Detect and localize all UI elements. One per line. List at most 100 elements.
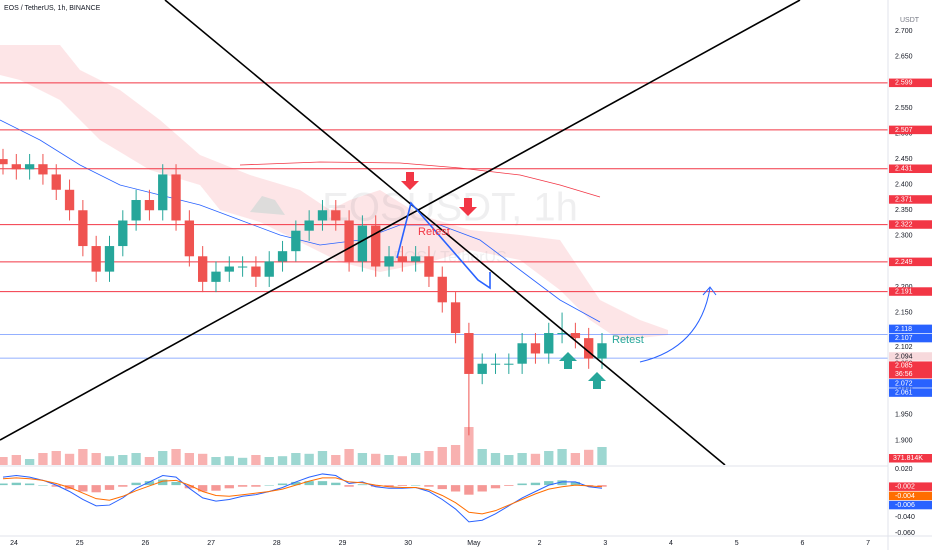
y-tick-label: 2.700 bbox=[895, 28, 913, 35]
trend-line bbox=[164, 0, 726, 465]
x-tick-label: 6 bbox=[800, 540, 804, 547]
candle-body bbox=[450, 302, 461, 334]
price-label-box bbox=[889, 78, 932, 88]
macd-histogram-bar bbox=[304, 481, 314, 486]
candle-body bbox=[477, 363, 487, 374]
price-label-box bbox=[889, 379, 932, 388]
ichimoku-cloud bbox=[0, 45, 668, 340]
macd-histogram-bar bbox=[544, 481, 554, 486]
x-tick-label: 28 bbox=[273, 540, 281, 547]
macd-histogram-bar bbox=[344, 485, 354, 487]
price-label: 2.085 bbox=[895, 363, 913, 370]
candle-body bbox=[184, 220, 195, 257]
macd-histogram-bar bbox=[211, 485, 221, 491]
candle-body bbox=[357, 225, 368, 262]
price-label: 2.431 bbox=[895, 166, 913, 173]
macd-histogram-bar bbox=[224, 485, 234, 489]
candle-body bbox=[0, 159, 8, 165]
price-label-box bbox=[889, 164, 932, 174]
volume-bar bbox=[371, 453, 381, 465]
y-tick-label: 1.950 bbox=[895, 412, 913, 419]
candle-body bbox=[51, 174, 61, 190]
watermark-sub: EOS / TetherUS bbox=[393, 249, 507, 266]
macd-histogram-bar bbox=[530, 482, 541, 486]
macd-histogram-bar bbox=[198, 485, 208, 492]
long-moving-average bbox=[239, 161, 601, 198]
macd-label: -0.004 bbox=[895, 493, 915, 500]
macd-histogram-bar bbox=[0, 483, 8, 486]
volume-bar bbox=[331, 455, 341, 465]
candle-body bbox=[237, 266, 248, 268]
macd-tick-label: 0.020 bbox=[895, 466, 913, 473]
volume-bar bbox=[597, 447, 607, 465]
price-label-box bbox=[889, 333, 932, 343]
arrow-down bbox=[459, 198, 477, 216]
candle-body bbox=[131, 200, 141, 221]
volume-bar bbox=[490, 453, 501, 465]
volume-bar bbox=[104, 456, 115, 465]
candle-body bbox=[277, 251, 288, 262]
price-label: 2.599 bbox=[895, 80, 913, 87]
macd-label-box bbox=[889, 482, 932, 491]
macd-histogram-bar bbox=[477, 485, 487, 492]
price-label: 2.061 bbox=[895, 389, 913, 396]
macd-label: -0.006 bbox=[895, 502, 915, 509]
volume-bar bbox=[477, 449, 487, 465]
candle-body bbox=[424, 256, 434, 277]
candle-body bbox=[371, 225, 381, 267]
chart-title: EOS / TetherUS, 1h, BINANCE bbox=[4, 5, 101, 12]
macd-histogram-bar bbox=[237, 485, 248, 487]
macd-histogram-bar bbox=[51, 485, 61, 487]
x-tick-label: 27 bbox=[207, 540, 215, 547]
x-tick-label: 25 bbox=[76, 540, 84, 547]
price-label: 2.249 bbox=[895, 259, 913, 266]
price-label: 2.322 bbox=[895, 221, 913, 228]
price-label: 2.507 bbox=[895, 127, 913, 134]
macd-histogram-bar bbox=[357, 484, 368, 486]
candle-body bbox=[11, 164, 21, 170]
volume-bar bbox=[304, 453, 314, 465]
volume-bar bbox=[277, 456, 288, 465]
candle-body bbox=[198, 256, 208, 282]
macd-histogram-bar bbox=[424, 485, 434, 487]
macd-histogram-bar bbox=[557, 480, 567, 486]
macd-histogram-bar bbox=[517, 483, 527, 486]
volume-bar bbox=[384, 455, 394, 465]
candle-body bbox=[91, 246, 101, 272]
arrow-up bbox=[559, 352, 577, 369]
price-label-box bbox=[889, 125, 932, 135]
macd-histogram-bar bbox=[104, 485, 115, 490]
macd-histogram-bar bbox=[144, 481, 155, 486]
candle-body bbox=[384, 256, 394, 267]
x-tick-label: 5 bbox=[735, 540, 739, 547]
volume-bar bbox=[557, 449, 567, 465]
price-label-box bbox=[889, 287, 932, 296]
x-tick-label: 26 bbox=[142, 540, 150, 547]
macd-histogram-bar bbox=[291, 481, 301, 486]
candle-body bbox=[291, 230, 301, 252]
volume-bar bbox=[198, 453, 208, 465]
macd-histogram-bar bbox=[118, 485, 128, 487]
volume-bar bbox=[504, 455, 514, 465]
macd-histogram-bar bbox=[317, 481, 328, 486]
macd-histogram-bar bbox=[251, 485, 261, 487]
candle-body bbox=[78, 210, 88, 247]
volume-bar bbox=[11, 455, 21, 465]
candle-body bbox=[38, 164, 48, 175]
macd-histogram-bar bbox=[450, 485, 461, 492]
volume-bar bbox=[410, 453, 421, 465]
candle-body bbox=[557, 333, 567, 335]
projection-arrow bbox=[639, 287, 711, 363]
volume-bar bbox=[424, 451, 434, 465]
candle-body bbox=[570, 333, 581, 339]
y-tick-label: 2.550 bbox=[895, 105, 913, 112]
macd-histogram-bar bbox=[24, 483, 35, 486]
macd-histogram-bar bbox=[437, 485, 447, 490]
candle-body bbox=[24, 164, 35, 170]
volume-bar bbox=[184, 453, 195, 465]
x-tick-label: 24 bbox=[10, 540, 18, 547]
x-tick-label: 2 bbox=[538, 540, 542, 547]
price-label: 2.191 bbox=[895, 288, 913, 295]
price-label-box bbox=[889, 220, 932, 229]
volume-bar bbox=[171, 449, 181, 465]
